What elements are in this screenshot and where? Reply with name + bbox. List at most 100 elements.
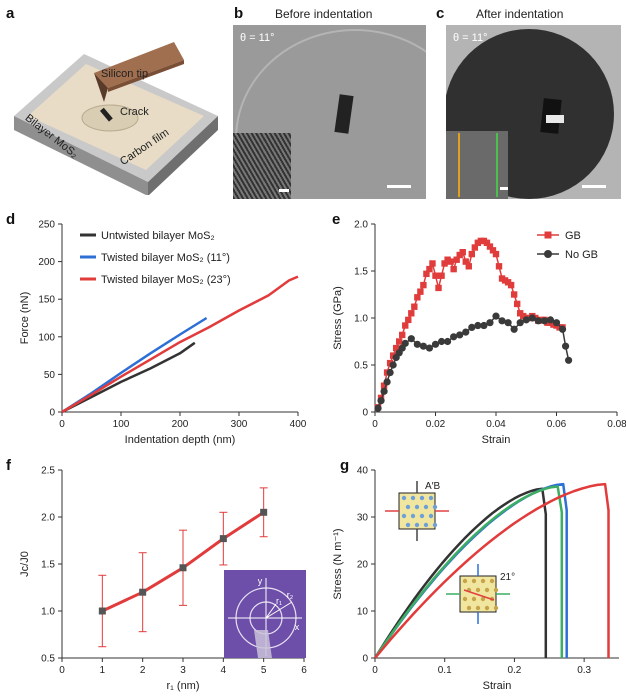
e-y-tick-label: 2.0 bbox=[354, 220, 368, 231]
panel-label-b: b bbox=[234, 5, 244, 22]
d-y-tick-label: 150 bbox=[38, 295, 55, 306]
g-inset-1-atom bbox=[405, 522, 411, 528]
crack-label: Crack bbox=[120, 106, 149, 118]
g-inset-2-atom bbox=[462, 578, 468, 584]
e-nogb-point bbox=[437, 337, 446, 346]
g-series-line-1 bbox=[373, 487, 548, 659]
e-x-tick-label: 0 bbox=[372, 419, 378, 430]
g-twist-line bbox=[463, 589, 495, 601]
e-gb-point bbox=[399, 331, 406, 339]
g-inset-2-atom bbox=[475, 587, 481, 593]
f-data-point bbox=[98, 607, 106, 615]
panel-label-g: g bbox=[340, 457, 350, 474]
micrograph-before bbox=[233, 25, 426, 199]
g-inset-2-atom bbox=[480, 596, 486, 602]
g-x-tick-label: 0.1 bbox=[438, 665, 452, 676]
e-y-tick-label: 1.5 bbox=[354, 267, 368, 278]
g-inset-1-atom bbox=[401, 513, 407, 519]
d-x-tick-label: 300 bbox=[231, 419, 248, 430]
chart-e-stress-strain: 0 0.02 0.04 0.06 0.08 0 0.5 1.0 1.5 2.0 Strain Stre… bbox=[332, 220, 626, 447]
g-inset-1-atom bbox=[432, 522, 438, 528]
d-y-tick-label: 250 bbox=[38, 220, 55, 231]
e-x-tick-label: 0.02 bbox=[426, 419, 446, 430]
f-y-tick-label: 2.0 bbox=[41, 513, 55, 524]
e-y-tick-label: 0 bbox=[362, 408, 368, 419]
e-gb-point bbox=[414, 294, 421, 301]
g-inset-1-atom bbox=[428, 495, 434, 501]
g-inset-2-atom bbox=[475, 605, 481, 611]
e-nogb-point bbox=[561, 342, 570, 350]
e-nogb-point bbox=[516, 319, 524, 327]
panel-b-title: Before indentation bbox=[275, 7, 373, 21]
e-gb-point bbox=[426, 265, 433, 273]
e-nogb-point bbox=[444, 337, 452, 346]
g-inset-1-atom bbox=[423, 522, 429, 528]
d-series-line-1 bbox=[61, 341, 196, 414]
theta-label-c: θ = 11° bbox=[453, 32, 488, 44]
e-legend-marker bbox=[544, 250, 552, 258]
f-x-tick-label: 5 bbox=[261, 665, 267, 676]
g-inset-1-atom bbox=[414, 504, 420, 510]
g-inset-1-label: A′B bbox=[425, 481, 441, 492]
panel-label-e: e bbox=[332, 211, 341, 228]
g-inset-2-angle-label: 21° bbox=[500, 572, 515, 583]
e-legend-label: No GB bbox=[565, 249, 598, 261]
e-nogb-point bbox=[504, 319, 512, 327]
e-y-axis-label: Stress (GPa) bbox=[332, 286, 344, 350]
f-y-axis-label: Jc/J0 bbox=[19, 551, 31, 577]
e-gb-point bbox=[471, 244, 479, 251]
f-y-tick-label: 1.0 bbox=[41, 607, 55, 618]
e-nogb-point bbox=[425, 344, 434, 352]
e-gb-point bbox=[435, 284, 442, 292]
e-gb-point bbox=[510, 291, 518, 298]
e-nogb-point bbox=[534, 317, 542, 325]
g-inset-1-atom bbox=[419, 495, 425, 501]
e-gb-point bbox=[450, 265, 457, 273]
e-y-tick-label: 1.0 bbox=[354, 314, 368, 325]
f-inset-label-r1: r₁ bbox=[276, 596, 282, 606]
e-legend-marker bbox=[544, 231, 552, 239]
d-y-tick-label: 0 bbox=[49, 408, 55, 419]
e-nogb-point bbox=[510, 325, 518, 333]
e-nogb-point bbox=[413, 340, 421, 348]
e-nogb-point bbox=[558, 325, 567, 333]
schematic-illustration bbox=[14, 42, 218, 195]
e-gb-point bbox=[459, 249, 466, 256]
g-inset-1-atom bbox=[428, 513, 434, 519]
d-y-tick-label: 50 bbox=[44, 370, 56, 381]
e-gb-point bbox=[392, 344, 400, 352]
f-x-tick-label: 0 bbox=[59, 665, 65, 676]
g-inset-2-atom bbox=[493, 605, 499, 611]
e-nogb-point bbox=[377, 397, 385, 405]
e-nogb-point bbox=[374, 404, 382, 412]
silicon-tip-label: Silicon tip bbox=[101, 68, 149, 80]
g-x-axis-label: Strain bbox=[483, 680, 512, 692]
e-gb-point bbox=[380, 382, 388, 389]
chart-d-force-depth: 0 100 200 300 400 0 50 100 150 200 250 Indentation … bbox=[19, 220, 307, 447]
e-nogb-point bbox=[431, 340, 440, 348]
g-y-tick-label: 10 bbox=[357, 607, 369, 618]
e-nogb-point bbox=[401, 339, 409, 347]
e-nogb-point bbox=[486, 319, 494, 327]
e-nogb-point bbox=[540, 317, 548, 325]
e-gb-point bbox=[420, 281, 427, 289]
e-nogb-point bbox=[456, 331, 464, 339]
g-inset-2-atom bbox=[480, 578, 486, 584]
e-nogb-point bbox=[468, 323, 476, 331]
e-gb-point bbox=[417, 288, 424, 295]
chart-f-current-ratio: 0 1 2 3 4 5 6 0.5 1.0 1.5 2.0 2.5 r₁ (nm) Jc/J0 y r₁ r₂ x bbox=[19, 466, 307, 693]
d-y-tick-label: 100 bbox=[38, 332, 55, 343]
g-inset-1-atom bbox=[401, 495, 407, 501]
f-y-tick-label: 1.5 bbox=[41, 560, 55, 571]
g-inset-2-atom bbox=[484, 605, 490, 611]
f-x-tick-label: 2 bbox=[140, 665, 146, 676]
e-gb-point bbox=[507, 281, 515, 289]
e-gb-point bbox=[495, 263, 503, 270]
f-data-point bbox=[260, 508, 268, 516]
e-nogb-point bbox=[492, 312, 500, 320]
d-x-tick-label: 400 bbox=[290, 419, 307, 430]
e-gb-point bbox=[402, 322, 409, 329]
panel-label-f: f bbox=[6, 457, 11, 474]
g-inset-1-atom bbox=[410, 513, 416, 519]
e-gb-point bbox=[492, 250, 500, 258]
